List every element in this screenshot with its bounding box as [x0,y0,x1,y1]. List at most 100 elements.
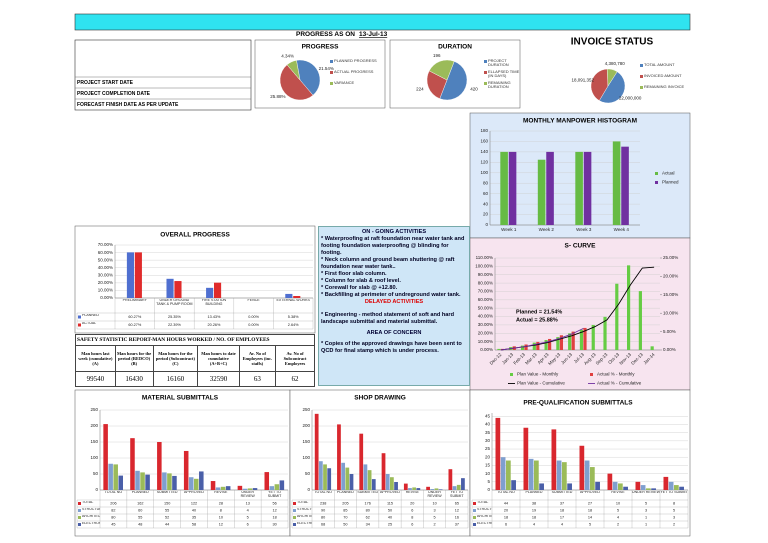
bar [528,458,534,490]
table-value: 115 [387,502,393,506]
pie-slice [286,60,301,81]
table-value: 206 [110,502,116,506]
bar [579,445,585,490]
bar [135,470,140,490]
table-value: 60.27% [128,315,142,319]
legend-swatch [293,523,296,526]
table-value: 90 [321,509,325,513]
bar [188,477,194,490]
y-tick-label: 20 [483,212,489,217]
bar [438,489,443,490]
y-tick-label: 0 [485,222,488,227]
bar [285,293,293,298]
note: * Engineering - method statement of soft… [321,311,455,325]
bar [341,462,346,490]
table-value: 6 [247,523,249,527]
table-value: 0.00% [248,323,259,327]
legend-label: Plan Value - Monthly [517,372,559,377]
annotation: Actual = 25.88% [516,317,558,323]
y-tick-label: 100 [480,170,488,175]
bar [640,485,646,490]
y-tick-label: 35 [485,430,491,435]
table-value: 60.27% [128,323,142,327]
bar [157,442,162,490]
chart-title: PRE-QUALIFICATION SUBMITTALS [523,400,633,407]
x-tick-label: Week 1 [501,227,517,232]
table-value: 82 [111,509,115,513]
table-value: 5.38% [288,315,299,319]
bar [314,413,319,490]
bar [623,486,628,490]
bar [242,488,248,490]
y2-tick-label: 20.00% [663,274,678,279]
y-tick-label: 110.00% [476,255,493,260]
y-tick-label: 140 [480,149,488,154]
bar [118,475,123,490]
x-tick-label: Week 4 [614,227,630,232]
concern-title: AREA OF CONCERN [366,329,422,336]
data-label: 18,091,352 [572,78,595,83]
legend-swatch [78,502,81,505]
table-value: 0.00% [248,315,259,319]
table-value: 5 [673,509,675,513]
bar [591,324,595,350]
legend-swatch [78,323,81,327]
bar [140,472,145,490]
table-value: 2 [617,523,619,527]
chart-title: S- CURVE [565,243,597,250]
bar [108,463,113,490]
category-label: SUBMITTED [551,491,573,494]
legend-swatch [655,172,658,175]
legend-label: REMAINING DURATION [488,81,511,90]
bar [394,482,398,490]
bar [638,291,642,350]
category-label: REVISE [405,491,419,494]
panel [254,39,386,109]
y-tick-label: 30.00% [478,322,493,327]
safety-header: Man hours last week (cumulative) (A) [75,345,116,373]
bar [556,337,560,350]
bar [583,327,587,350]
bar [349,474,354,490]
legend-swatch [640,75,643,78]
table-value: 18 [560,509,564,513]
y-tick-label: 60.00% [478,297,493,302]
y2-tick-label: 10.00% [663,310,678,315]
table-value: 6 [411,509,413,513]
safety-header: Man hours for the period (REDCO) (B) [114,345,154,373]
legend-label: ARCHITECTURAL [297,514,312,518]
category-label: APPROVED [379,491,400,494]
y2-tick-label: 5.00% [663,329,676,334]
bar [571,331,575,350]
pie-slice [599,71,626,104]
table-value: 80 [366,509,370,513]
bar [461,478,465,490]
bar [194,478,199,490]
header-bar [74,13,691,31]
category-label: TOTAL NO [104,491,123,494]
y-tick-label: 120 [480,160,488,165]
y-tick-label: 20 [485,454,491,459]
activity: * First floor slab column. [321,270,387,277]
bar [603,316,607,350]
table-value: 62 [366,516,370,520]
legend-swatch [655,181,658,184]
bar [668,481,674,490]
bar [434,488,439,490]
chart-title: SHOP DRAWING [354,395,406,402]
y-tick-label: 15 [485,463,491,468]
bar [113,464,118,490]
y-tick-label: 160 [480,139,488,144]
bar [621,146,629,225]
legend-label: Planned [662,180,679,185]
safety-table: SAFETY STATISTIC REPORT-MAN HOURS WORKED… [75,333,315,387]
table-value: 5 [617,509,619,513]
category-label: APPROVED [580,491,600,494]
safety-value: 16160 [152,371,199,387]
legend-label: VARIANCE [334,81,355,85]
bar [318,461,323,490]
bar [167,473,172,490]
category-label: TOTAL NO [314,491,332,494]
bar [134,252,142,298]
bar [381,453,386,490]
